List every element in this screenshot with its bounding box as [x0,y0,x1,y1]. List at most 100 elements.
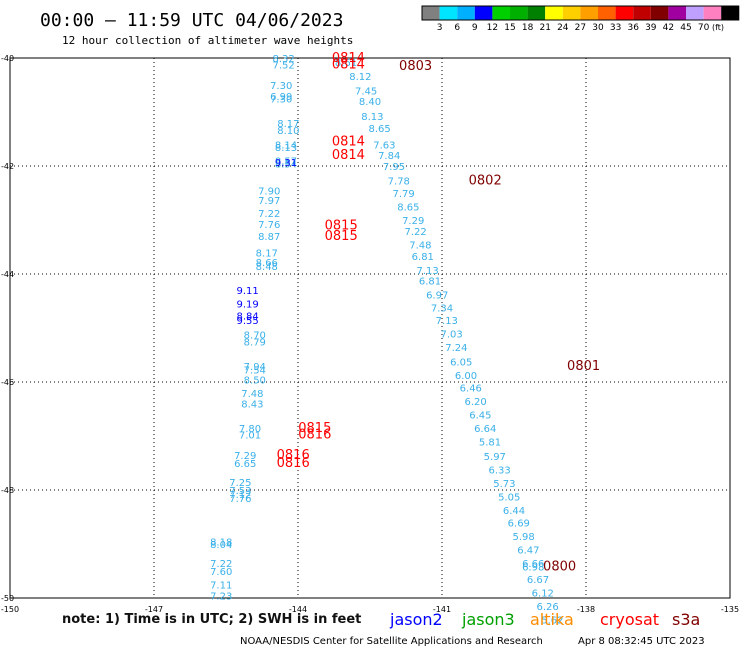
colorbar-swatch [580,6,598,20]
colorbar-swatch [474,6,493,20]
data-point-label: 7.84 [378,151,400,162]
data-point-label: 5.98 [512,532,534,543]
data-point-label: 6.05 [450,357,472,368]
data-point-label: 5.62 [541,616,563,627]
data-point-label: 6.26 [536,602,558,613]
colorbar-label: 3 [437,23,443,33]
data-point-label: 8.13 [275,143,297,154]
colorbar-label: 42 [663,23,674,33]
data-point-label: 8.57 [275,157,297,168]
data-point-label: 7.30 [270,81,292,92]
colorbar-swatch [457,6,475,20]
colorbar-label: 45 [680,23,691,33]
x-tick-label: -147 [145,605,163,614]
colorbar-label: 15 [504,23,515,33]
footer-credit: NOAA/NESDIS Center for Satellite Applica… [240,636,543,647]
colorbar-label: 36 [627,23,639,33]
colorbar-swatch [527,6,546,20]
colorbar-swatch [562,6,581,20]
colorbar-label: 6 [454,23,460,33]
footer-note: note: 1) Time is in UTC; 2) SWH is in fe… [62,612,361,627]
data-point-label: 7.03 [440,329,462,340]
data-point-label: 6.45 [469,410,491,421]
data-point-label: 0801 [567,359,600,374]
data-point-label: 0814 [332,135,365,150]
data-point-label: 6.47 [517,545,539,556]
colorbar-label: 30 [592,23,604,33]
colorbar-swatch [598,6,616,20]
x-tick-label: -141 [433,605,451,614]
colorbar-label: 33 [610,23,621,33]
data-point-label: 7.97 [258,196,280,207]
data-point-label: 7.22 [210,559,232,570]
data-point-label: 6.33 [488,465,510,476]
x-tick-label: -135 [721,605,739,614]
colorbar-frame [421,5,740,21]
data-point-label: 9.11 [236,286,258,297]
colorbar-swatch [686,6,704,20]
data-point-label: 7.52 [272,60,294,71]
x-tick-label: -150 [1,605,19,614]
data-point-label: 7.29 [234,451,256,462]
colorbar-swatch [510,6,528,20]
data-point-label: 7.48 [409,240,431,251]
data-point-label: 8.14 [275,140,297,151]
data-point-label: 8.17 [277,119,299,130]
colorbar-label: 18 [522,23,534,33]
data-point-label: 0815 [325,229,358,244]
data-point-label: 7.95 [383,162,405,173]
data-point-label: 8.48 [256,262,278,273]
data-point-label: 6.98 [522,563,544,574]
data-point-label: 6.97 [426,291,448,302]
data-point-label: 7.11 [210,581,232,592]
data-point-label: 0816 [277,448,310,463]
data-point-label: 6.66 [522,559,544,570]
data-point-label: 7.23 [210,591,232,602]
data-point-label: 6.00 [455,371,477,382]
data-point-label: 8.13 [361,112,383,123]
data-point-label: 8.54 [275,159,297,170]
axis-tick-labels: -150 -147 -144 -141 -138 -135 -40 -42 -44 -46 -48 -… [1,54,739,614]
data-point-label: 7.29 [402,216,424,227]
data-point-label: 8.10 [277,126,299,137]
colorbar: 3 6 9 12 15 18 21 24 27 30 33 36 39 42 45 70 [421,5,740,33]
legend-jason2: jason2 [389,610,443,629]
data-point-label: 9.19 [236,300,258,311]
data-point-label: 7.24 [445,343,467,354]
data-point-label: 7.22 [404,227,426,238]
data-point-label: 9.55 [236,316,258,327]
colorbar-swatch [615,6,634,20]
chart-title: 00:00 – 11:59 UTC 04/06/2023 [40,10,343,31]
data-point-label: 8.87 [258,232,280,243]
data-point-label: 6.81 [412,252,434,263]
colorbar-swatch [703,6,722,20]
chart-subtitle: 12 hour collection of altimeter wave hei… [62,34,353,47]
data-point-label: 7.54 [244,366,266,377]
colorbar-swatch [422,6,440,20]
data-point-label: 0816 [298,427,331,442]
legend-cryosat: cryosat [600,610,659,629]
y-tick-label: -48 [1,486,14,495]
data-point-label: 0814 [332,148,365,163]
data-point-label: 7.53 [229,486,251,497]
data-point-label: 6.65 [234,459,256,470]
colorbar-swatch [545,6,563,20]
colorbar-label: 39 [645,23,657,33]
colorbar-swatch [721,6,739,20]
data-point-label: 9.31 [275,158,297,169]
data-point-label: 7.60 [210,567,232,578]
data-point-label: 7.13 [416,266,438,277]
data-point-label: 6.67 [527,575,549,586]
colorbar-swatch [439,6,458,20]
data-point-label: 8.12 [349,72,371,83]
data-point-label: 8.17 [256,248,278,259]
data-point-label: 0814 [332,57,365,72]
data-point-label: 7.78 [388,177,410,188]
data-point-label: 7.25 [229,478,251,489]
data-point-label: 5.05 [498,492,520,503]
data-point-label: 0802 [469,174,502,189]
y-tick-label: -44 [1,270,14,279]
colorbar-label: 27 [575,23,586,33]
data-point-label: 5.73 [493,479,515,490]
x-tick-label: -144 [289,605,307,614]
